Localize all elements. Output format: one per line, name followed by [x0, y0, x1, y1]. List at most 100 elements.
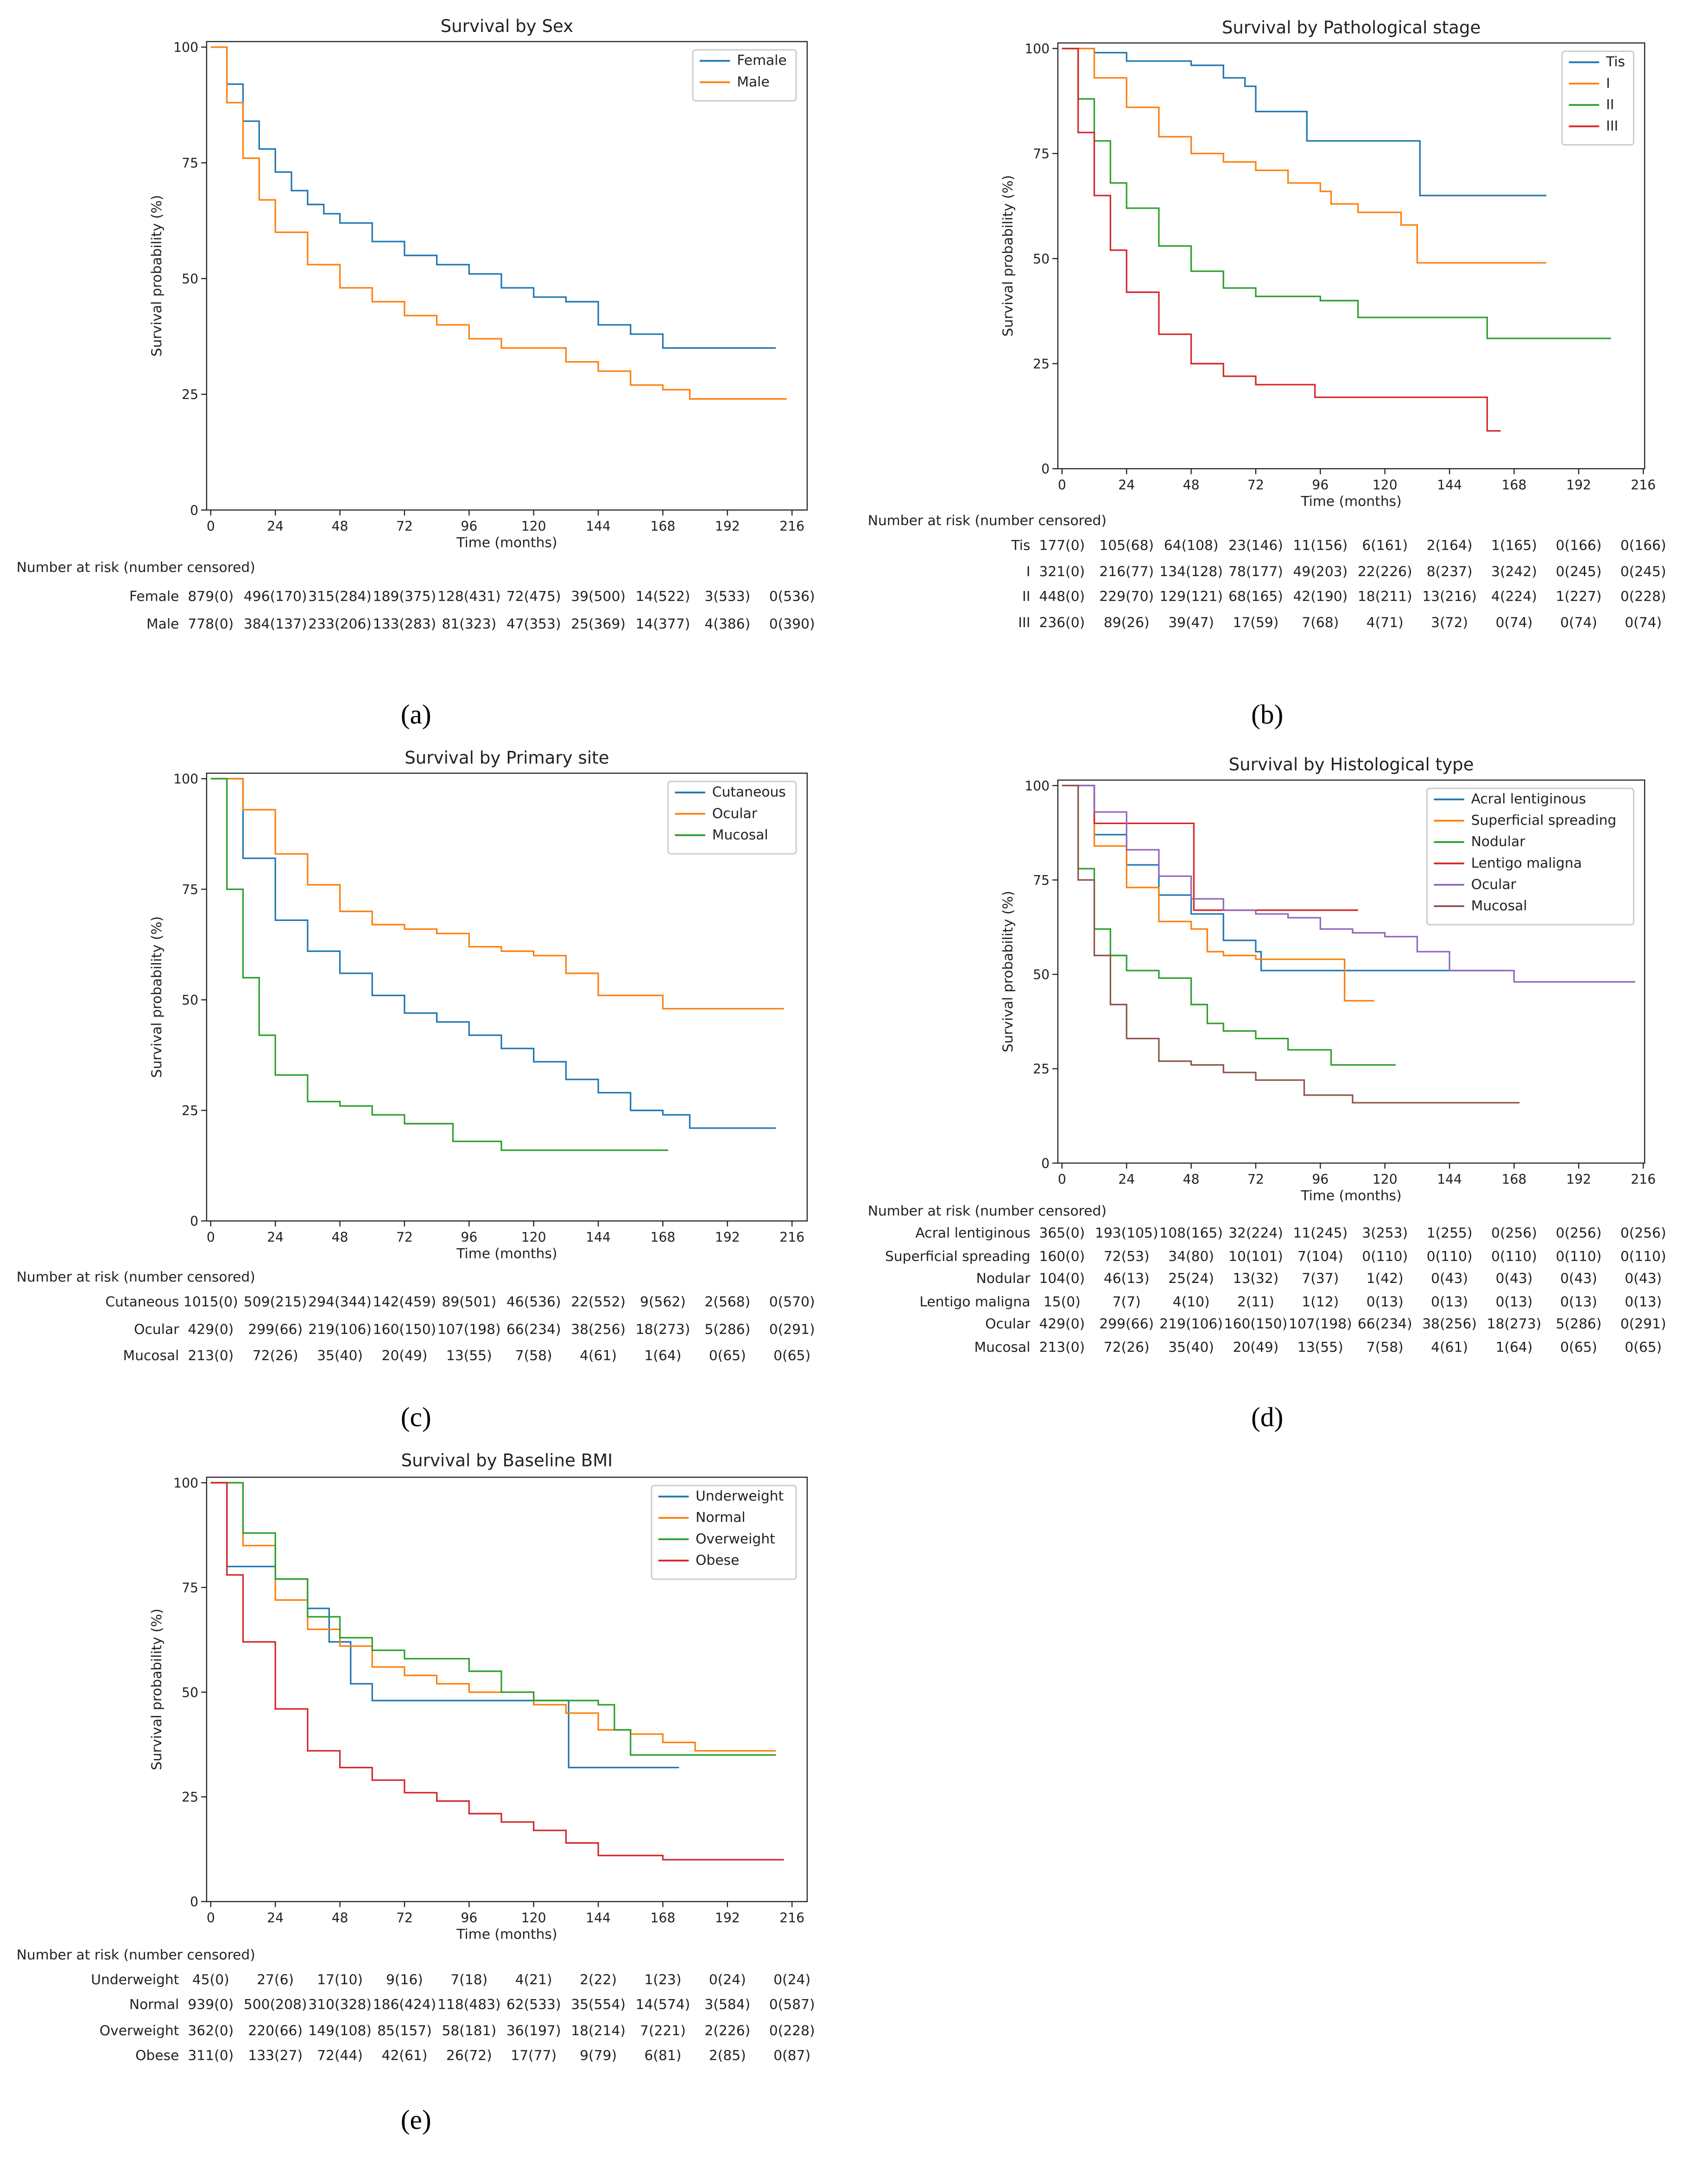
x-tick-label: 96: [461, 1910, 477, 1925]
risk-cell: 0(74): [1625, 615, 1662, 631]
risk-cell: 23(146): [1228, 538, 1283, 554]
y-tick-label: 75: [182, 1580, 198, 1595]
risk-cell: 0(65): [1625, 1340, 1662, 1356]
x-tick-label: 0: [1058, 1172, 1066, 1187]
risk-cell: 7(104): [1297, 1248, 1343, 1264]
risk-cell: 13(216): [1422, 589, 1477, 605]
x-tick-label: 24: [1118, 477, 1135, 493]
risk-cell: 778(0): [188, 616, 234, 632]
chart-panel-c: Survival by Primary site Time (months) Sur…: [17, 748, 815, 1432]
risk-cell: 496(170): [244, 589, 307, 605]
risk-cell: 310(328): [308, 1997, 372, 2013]
chart-title: Survival by Baseline BMI: [401, 1450, 613, 1470]
risk-cell: 11(245): [1293, 1225, 1348, 1241]
risk-cell: 89(26): [1104, 615, 1150, 631]
risk-cell: 25(369): [571, 616, 626, 632]
risk-cell: 105(68): [1099, 538, 1154, 554]
risk-cell: 13(55): [446, 1347, 492, 1364]
risk-cell: 18(214): [571, 2023, 626, 2039]
legend-label: Acral lentiginous: [1471, 791, 1586, 807]
x-tick-label: 216: [779, 519, 804, 534]
risk-cell: 0(245): [1620, 564, 1666, 580]
risk-cell: 6(161): [1362, 538, 1408, 554]
risk-table-title: Number at risk (number censored): [868, 513, 1107, 529]
risk-cell: 0(166): [1620, 538, 1666, 554]
risk-cell: 4(61): [1431, 1340, 1468, 1356]
y-tick-label: 100: [1025, 41, 1050, 57]
x-tick-label: 0: [1058, 477, 1066, 493]
x-axis-label: Time (months): [456, 1246, 557, 1262]
risk-cell: 1(64): [1496, 1340, 1533, 1356]
risk-cell: 35(40): [1168, 1340, 1214, 1356]
legend-label: Obese: [696, 1552, 739, 1568]
x-tick-label: 120: [521, 1910, 546, 1925]
risk-row-label: Overweight: [100, 2023, 179, 2039]
risk-cell: 213(0): [1039, 1340, 1085, 1356]
risk-cell: 429(0): [188, 1321, 234, 1338]
legend-label: Ocular: [712, 806, 758, 822]
survival-curve-acral-lentiginous: [1062, 785, 1506, 971]
x-tick-label: 120: [1373, 477, 1398, 493]
risk-cell: 2(22): [580, 1972, 617, 1988]
legend-box: [1426, 787, 1634, 926]
x-axis-label: Time (months): [456, 535, 557, 551]
risk-cell: 49(203): [1293, 564, 1348, 580]
legend-label: I: [1606, 75, 1610, 91]
risk-cell: 7(7): [1113, 1294, 1141, 1310]
risk-cell: 129(121): [1159, 589, 1223, 605]
survival-curve-tis: [1062, 47, 1547, 197]
risk-cell: 39(500): [571, 589, 626, 605]
risk-cell: 177(0): [1039, 538, 1085, 554]
risk-cell: 107(198): [437, 1321, 501, 1338]
risk-cell: 134(128): [1159, 564, 1223, 580]
risk-cell: 72(53): [1104, 1248, 1150, 1264]
risk-row-label: Acral lentiginous: [915, 1225, 1030, 1241]
risk-cell: 321(0): [1039, 564, 1085, 580]
risk-cell: 47(353): [506, 616, 561, 632]
risk-cell: 6(81): [645, 2048, 682, 2064]
x-tick-label: 144: [586, 519, 611, 534]
x-tick-label: 24: [267, 1230, 284, 1245]
x-tick-label: 216: [779, 1230, 804, 1245]
risk-cell: 4(21): [515, 1972, 552, 1988]
risk-cell: 213(0): [188, 1347, 234, 1364]
x-tick-label: 96: [1312, 477, 1328, 493]
y-axis-label: Survival probability (%): [149, 195, 165, 357]
risk-cell: 26(72): [446, 2048, 492, 2064]
risk-row-label: Male: [146, 616, 179, 632]
risk-cell: 0(228): [1620, 589, 1666, 605]
risk-cell: 160(0): [1039, 1248, 1085, 1264]
risk-cell: 133(27): [248, 2048, 303, 2064]
risk-table: Number at risk (number censored) Tis 177(0…: [868, 513, 1666, 631]
risk-cell: 219(106): [1159, 1316, 1223, 1332]
risk-cell: 236(0): [1039, 615, 1085, 631]
x-tick-label: 48: [332, 1230, 348, 1245]
risk-cell: 11(156): [1293, 538, 1348, 554]
x-tick-label: 192: [715, 519, 740, 534]
x-tick-label: 0: [207, 1910, 215, 1925]
risk-table: Number at risk (number censored) Female 87…: [17, 559, 815, 632]
survival-curve-iii: [1062, 47, 1501, 432]
y-tick-label: 50: [182, 1685, 198, 1700]
risk-row-label: Ocular: [134, 1321, 179, 1338]
risk-cell: 9(79): [580, 2048, 617, 2064]
risk-cell: 4(10): [1173, 1294, 1210, 1310]
risk-cell: 1(165): [1491, 538, 1537, 554]
risk-cell: 0(110): [1620, 1248, 1666, 1264]
x-tick-label: 72: [396, 519, 413, 534]
risk-cell: 2(568): [704, 1294, 750, 1310]
risk-cell: 0(43): [1625, 1270, 1662, 1287]
risk-cell: 384(137): [244, 616, 307, 632]
x-tick-label: 0: [207, 519, 215, 534]
risk-cell: 17(59): [1233, 615, 1279, 631]
risk-cell: 0(256): [1620, 1225, 1666, 1241]
risk-cell: 3(253): [1362, 1225, 1408, 1241]
risk-row-label: Tis: [1011, 538, 1031, 554]
risk-cell: 0(166): [1556, 538, 1601, 554]
risk-cell: 20(49): [382, 1347, 428, 1364]
x-tick-label: 120: [1373, 1172, 1398, 1187]
y-tick-label: 50: [182, 271, 198, 286]
survival-curve-i: [1062, 47, 1547, 264]
x-tick-label: 144: [586, 1230, 611, 1245]
